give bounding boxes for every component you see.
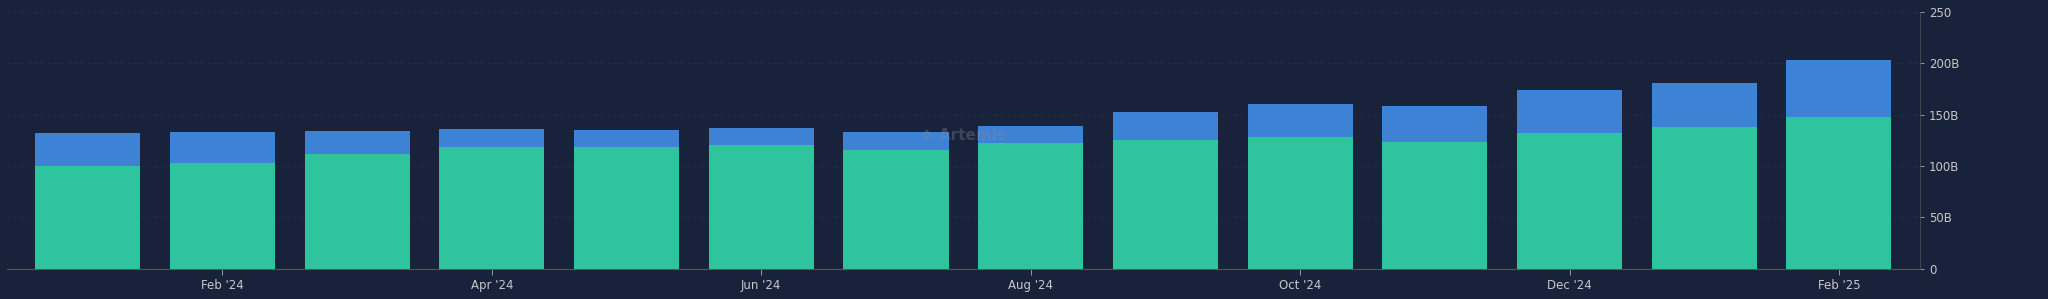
Bar — [170, 163, 274, 269]
Bar — [573, 147, 680, 269]
Bar — [35, 133, 141, 166]
Bar — [1786, 60, 1892, 117]
Bar — [1518, 90, 1622, 133]
Bar — [170, 132, 274, 163]
Bar — [1247, 104, 1352, 137]
Bar — [979, 126, 1083, 144]
Bar — [1382, 142, 1487, 269]
Bar — [1786, 117, 1892, 269]
Bar — [709, 145, 813, 269]
Bar — [440, 147, 545, 269]
Bar — [979, 144, 1083, 269]
Text: ❖ Artemis: ❖ Artemis — [920, 128, 1006, 143]
Bar — [1651, 83, 1757, 127]
Bar — [1382, 106, 1487, 142]
Bar — [709, 128, 813, 145]
Bar — [844, 150, 948, 269]
Bar — [1518, 133, 1622, 269]
Bar — [844, 132, 948, 150]
Bar — [440, 129, 545, 147]
Bar — [573, 130, 680, 147]
Bar — [35, 166, 141, 269]
Bar — [305, 154, 410, 269]
Bar — [1651, 127, 1757, 269]
Bar — [1112, 112, 1219, 140]
Bar — [305, 131, 410, 154]
Bar — [1112, 140, 1219, 269]
Bar — [1247, 137, 1352, 269]
